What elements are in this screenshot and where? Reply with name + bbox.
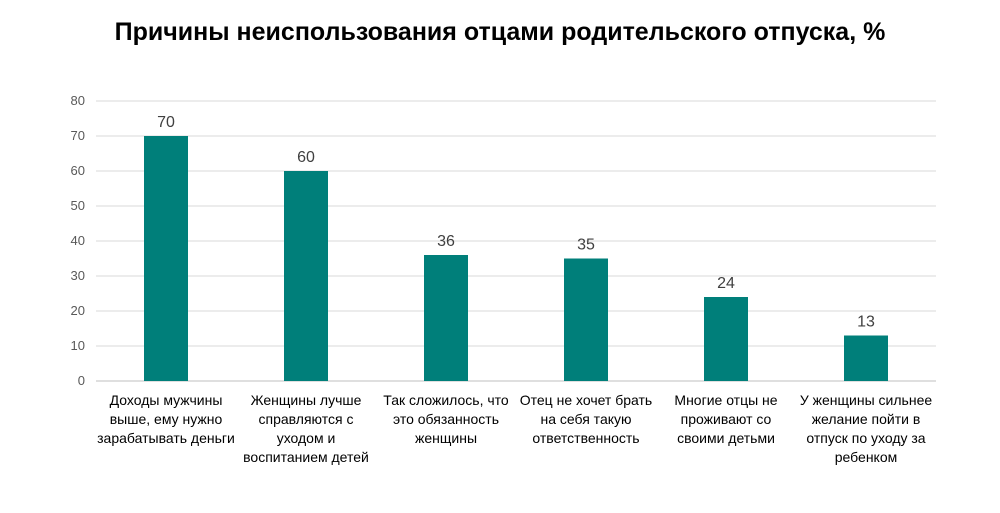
y-tick-label: 80 <box>71 93 85 108</box>
y-tick-label: 30 <box>71 268 85 283</box>
bar <box>564 258 608 381</box>
x-category-label: Женщины лучше справляются с уходом и вос… <box>243 392 369 465</box>
chart-title: Причины неиспользования отцами родительс… <box>114 18 886 46</box>
y-tick-label: 20 <box>71 303 85 318</box>
y-tick-label: 60 <box>71 163 85 178</box>
data-label: 36 <box>437 233 455 250</box>
y-tick-label: 70 <box>71 128 85 143</box>
x-category-label: Многие отцы не проживают со своими детьм… <box>674 392 778 446</box>
y-tick-label: 0 <box>78 373 85 388</box>
bar <box>424 255 468 381</box>
x-category-label: У женщины сильнее желание пойти в отпуск… <box>799 392 933 465</box>
bar <box>284 171 328 381</box>
y-tick-label: 50 <box>71 198 85 213</box>
bar <box>844 335 888 381</box>
y-tick-label: 40 <box>71 233 85 248</box>
x-category-label: Отец не хочет брать на себя такую ответс… <box>519 392 653 446</box>
x-category-label: Так сложилось, что это обязанность женщи… <box>383 392 509 446</box>
bar <box>144 136 188 381</box>
y-tick-label: 10 <box>71 338 85 353</box>
bar <box>704 297 748 381</box>
data-label: 35 <box>577 237 595 254</box>
data-label: 70 <box>157 114 175 131</box>
data-label: 60 <box>297 149 315 166</box>
x-category-label: Доходы мужчины выше, ему нужно зарабатыв… <box>97 392 235 446</box>
data-label: 13 <box>857 314 875 331</box>
data-label: 24 <box>717 275 735 292</box>
